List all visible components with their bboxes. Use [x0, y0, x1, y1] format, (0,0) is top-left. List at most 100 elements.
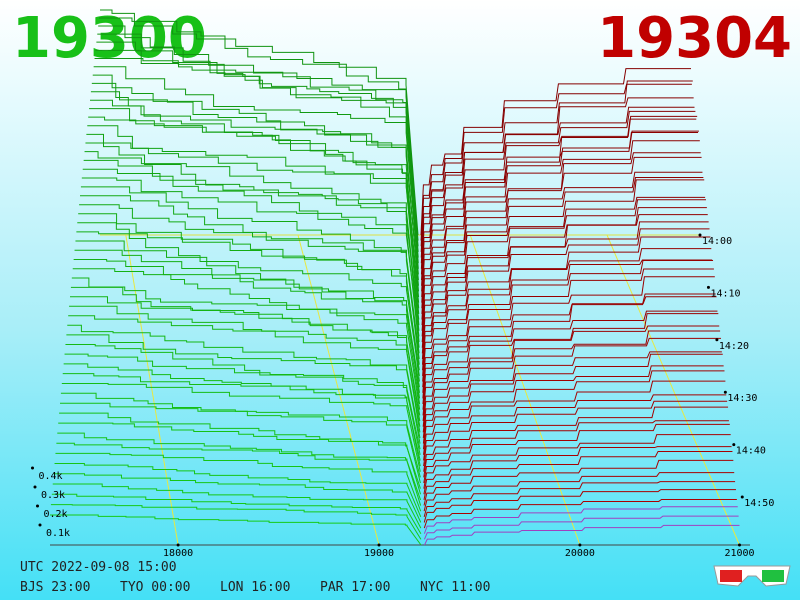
bid-depth-line [69, 305, 421, 427]
grid-line [606, 234, 740, 546]
ask-depth-line [422, 268, 714, 382]
ask-depth-line [423, 450, 733, 501]
ask-depth-line [422, 380, 726, 455]
ask-depth-line [421, 221, 709, 348]
bid-depth-line [63, 363, 421, 461]
bid-depth-line [88, 116, 420, 309]
bid-depth-line [72, 268, 421, 405]
bid-depth-line [59, 412, 421, 489]
bid-depth-line [57, 432, 422, 501]
price-tick [738, 543, 741, 547]
bid-depth-line [98, 25, 419, 247]
grid-line [125, 234, 179, 546]
time-tick [732, 443, 736, 447]
bid-depth-line [56, 442, 422, 506]
bid-depth-line [51, 493, 422, 534]
bid-depth-line [55, 452, 422, 512]
utc-time: UTC 2022-09-08 15:00 [20, 560, 177, 575]
ask-depth-line [422, 365, 724, 444]
grid-line [297, 234, 380, 546]
bid-depth-line [67, 324, 421, 439]
ask-depth-line [422, 313, 719, 410]
ask-depth-line [423, 472, 735, 512]
bid-depth-line [89, 108, 420, 303]
ask-depth-line [420, 118, 697, 269]
bid-depth-line [77, 222, 420, 376]
bid-price: 19300 [12, 6, 207, 71]
ask-depth-line [420, 80, 693, 247]
price-label: 20000 [565, 548, 595, 559]
bid-depth-line [100, 9, 419, 236]
depth-label: 0.2k [44, 509, 68, 520]
ask-depth-line [421, 156, 702, 303]
bid-depth-line [66, 334, 421, 444]
bid-depth-line [91, 82, 419, 286]
bid-depth-line [87, 125, 420, 314]
bid-depth-line [60, 392, 421, 478]
bid-depth-line [96, 41, 419, 258]
ask-depth-line [422, 351, 722, 433]
ask-depth-line [421, 131, 699, 281]
ask-depth-line [422, 325, 720, 416]
ask-price: 19304 [597, 6, 792, 71]
bid-depth-line [73, 258, 421, 399]
bid-depth-line [79, 204, 420, 365]
ask-depth-line [422, 370, 725, 450]
time-tick [723, 390, 727, 394]
zone-time: BJS 23:00 [20, 580, 91, 595]
ask-depth-line [421, 130, 699, 286]
bid-depth-line [83, 159, 420, 337]
bid-depth-line [84, 151, 420, 331]
time-label: 14:10 [710, 288, 740, 299]
ask-depth-line [422, 353, 723, 438]
ask-depth-line [420, 83, 692, 241]
bid-depth-line [52, 483, 422, 529]
time-label: 14:30 [727, 393, 757, 404]
ask-depth-line [421, 171, 703, 309]
time-label: 14:20 [719, 341, 749, 352]
bid-depth-line [80, 195, 420, 360]
depth-tick [38, 523, 42, 527]
bid-depth-line [80, 186, 420, 354]
bid-depth-line [70, 296, 421, 422]
bid-depth-line [76, 231, 420, 382]
depth-label: 0.1k [46, 528, 70, 539]
bid-depth-line [64, 353, 421, 455]
ask-depth-line [420, 110, 696, 264]
ask-depth-line [421, 199, 706, 331]
depth-label: 0.3k [41, 490, 65, 501]
price-tick [377, 543, 381, 547]
depth-label: 0.4k [39, 471, 63, 482]
bid-depth-line [60, 402, 421, 484]
bid-depth-line [71, 277, 421, 410]
time-label: 14:00 [702, 236, 732, 247]
ask-depth-line [423, 406, 729, 472]
depth-tick [33, 485, 37, 489]
bid-depth-line [65, 343, 421, 450]
ask-depth-line [422, 337, 721, 427]
bid-depth-line [97, 33, 419, 252]
ask-depth-line [423, 400, 728, 467]
bid-depth-line [74, 249, 421, 393]
time-tick [740, 495, 744, 499]
ask-depth-line [421, 196, 706, 326]
ask-depth-line [421, 214, 708, 343]
grid-line [469, 234, 581, 546]
price-label: 21000 [724, 548, 754, 559]
time-label: 14:50 [744, 498, 774, 509]
ask-depth-line [423, 394, 727, 461]
ask-depth-line [422, 259, 713, 371]
bid-depth-line [86, 133, 420, 320]
depth-tick [31, 466, 34, 470]
bid-depth-line [78, 213, 420, 371]
ask-depth-line [423, 434, 731, 489]
ask-depth-line [422, 259, 714, 376]
ask-depth-line [421, 228, 710, 354]
ask-depth-line [423, 446, 732, 495]
bid-depth-line [50, 514, 422, 546]
bid-depth-line [90, 91, 420, 292]
bid-depth-line [58, 422, 421, 495]
zone-time: PAR 17:00 [320, 580, 391, 595]
zone-time: TYO 00:00 [120, 580, 191, 595]
